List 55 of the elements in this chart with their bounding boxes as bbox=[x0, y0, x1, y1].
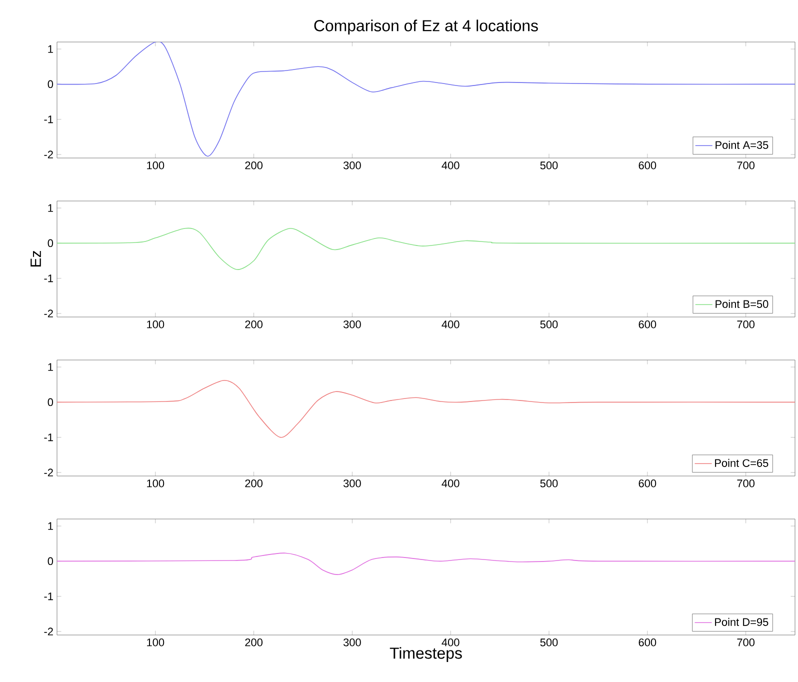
y-tick-label: 0 bbox=[48, 239, 54, 248]
line-series bbox=[57, 42, 796, 157]
y-tick-label: 1 bbox=[48, 204, 53, 212]
x-tick-label: 400 bbox=[442, 638, 460, 646]
x-tick-label: 600 bbox=[638, 320, 656, 328]
x-tick-label: 200 bbox=[245, 320, 262, 328]
x-tick-label: 700 bbox=[737, 320, 755, 328]
y-tick-label: 0 bbox=[48, 80, 54, 88]
x-tick-label: 100 bbox=[147, 320, 164, 328]
y-tick-label: -1 bbox=[44, 116, 53, 124]
line-series bbox=[57, 380, 796, 438]
y-tick-label: -1 bbox=[44, 592, 53, 600]
y-tick-label: 0 bbox=[48, 557, 54, 566]
x-tick-label: 100 bbox=[147, 638, 164, 646]
y-tick-label: 1 bbox=[48, 522, 53, 530]
y-tick-label: -1 bbox=[44, 274, 53, 282]
line-series bbox=[57, 228, 796, 270]
x-tick-label: 400 bbox=[442, 162, 460, 170]
y-tick-label: -1 bbox=[44, 434, 53, 442]
y-tick-label: -2 bbox=[44, 628, 53, 636]
x-tick-label: 100 bbox=[147, 162, 164, 170]
x-tick-label: 700 bbox=[737, 162, 755, 170]
line-series bbox=[57, 552, 796, 575]
x-tick-label: 500 bbox=[540, 480, 558, 488]
x-tick-label: 200 bbox=[245, 638, 263, 646]
y-tick-label: -2 bbox=[44, 310, 53, 318]
x-tick-label: 400 bbox=[442, 480, 460, 488]
y-tick-label: 0 bbox=[48, 398, 54, 406]
x-tick-label: 300 bbox=[343, 320, 361, 328]
y-tick-label: 1 bbox=[48, 45, 53, 53]
x-tick-label: 700 bbox=[737, 480, 755, 488]
legend-label: Point C=65 bbox=[715, 458, 768, 467]
x-tick-label: 200 bbox=[245, 162, 263, 170]
x-tick-label: 100 bbox=[147, 480, 164, 488]
x-tick-label: 200 bbox=[245, 480, 263, 488]
x-tick-label: 300 bbox=[343, 638, 361, 646]
legend-label: Point B=50 bbox=[716, 300, 768, 308]
x-tick-label: 300 bbox=[343, 162, 361, 170]
y-tick-label: 1 bbox=[48, 363, 53, 371]
x-tick-label: 600 bbox=[638, 638, 656, 646]
x-tick-label: 400 bbox=[442, 320, 460, 328]
y-tick-label: -2 bbox=[44, 468, 53, 476]
legend-label: Point D=95 bbox=[715, 618, 768, 626]
x-tick-label: 500 bbox=[540, 320, 558, 328]
chart-title: Comparison of Ez at 4 locations bbox=[314, 20, 538, 34]
x-tick-label: 600 bbox=[638, 480, 656, 488]
x-tick-label: 700 bbox=[737, 638, 755, 646]
x-tick-label: 600 bbox=[638, 162, 656, 170]
x-tick-label: 300 bbox=[343, 480, 361, 488]
y-axis-title: Ez bbox=[30, 251, 41, 266]
legend-label: Point A=35 bbox=[716, 140, 768, 149]
x-tick-label: 500 bbox=[540, 162, 558, 170]
x-axis-title: Timesteps bbox=[390, 647, 462, 662]
x-tick-label: 500 bbox=[540, 638, 558, 646]
y-tick-label: -2 bbox=[44, 150, 53, 158]
